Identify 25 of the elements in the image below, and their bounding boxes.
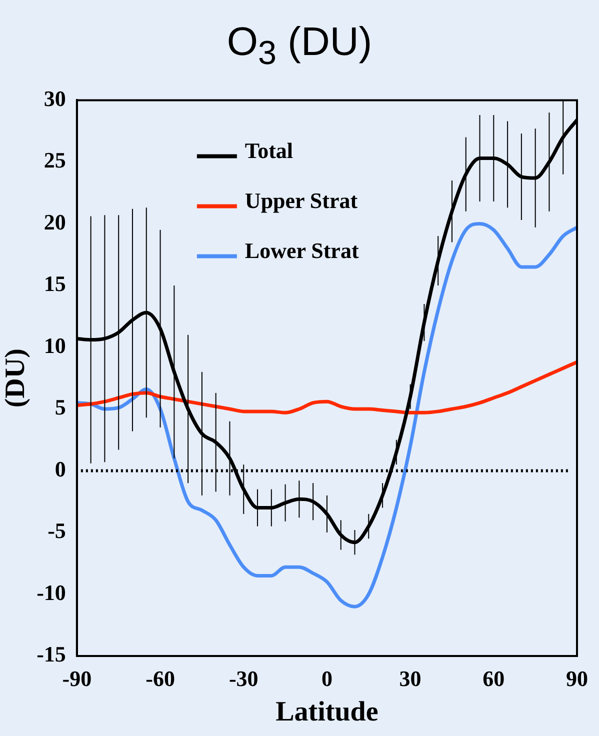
- x-tick-label: 30: [399, 666, 422, 691]
- line-series: [76, 222, 577, 608]
- x-tick-label: 60: [482, 666, 505, 691]
- x-axis-title: Latitude: [276, 696, 378, 728]
- y-tick-label: 20: [44, 209, 66, 234]
- y-tick-label: 0: [54, 456, 66, 482]
- x-tick-label: -90: [62, 666, 92, 691]
- x-tick-label: 0: [321, 666, 332, 691]
- legend-label: Lower Strat: [244, 238, 360, 263]
- y-tick-label: 30: [44, 86, 66, 111]
- y-tick-label: -5: [48, 518, 66, 544]
- y-tick-label: 5: [54, 394, 66, 420]
- y-tick-label: -15: [36, 642, 66, 667]
- x-tick-label: -60: [146, 666, 175, 691]
- legend-label: Total: [244, 138, 294, 163]
- y-tick-label: 10: [44, 332, 66, 358]
- x-tick-label: 90: [566, 666, 588, 691]
- y-tick-label: 15: [44, 271, 66, 296]
- legend-label: Upper Strat: [244, 188, 358, 213]
- y-axis-title: (DU): [0, 348, 32, 408]
- y-tick-label: -10: [36, 580, 66, 605]
- chart-title: O$_{3}$ (DU): [226, 19, 374, 74]
- line-series: [76, 360, 577, 414]
- y-tick-label: 25: [44, 148, 66, 173]
- x-tick-label: -30: [228, 666, 258, 691]
